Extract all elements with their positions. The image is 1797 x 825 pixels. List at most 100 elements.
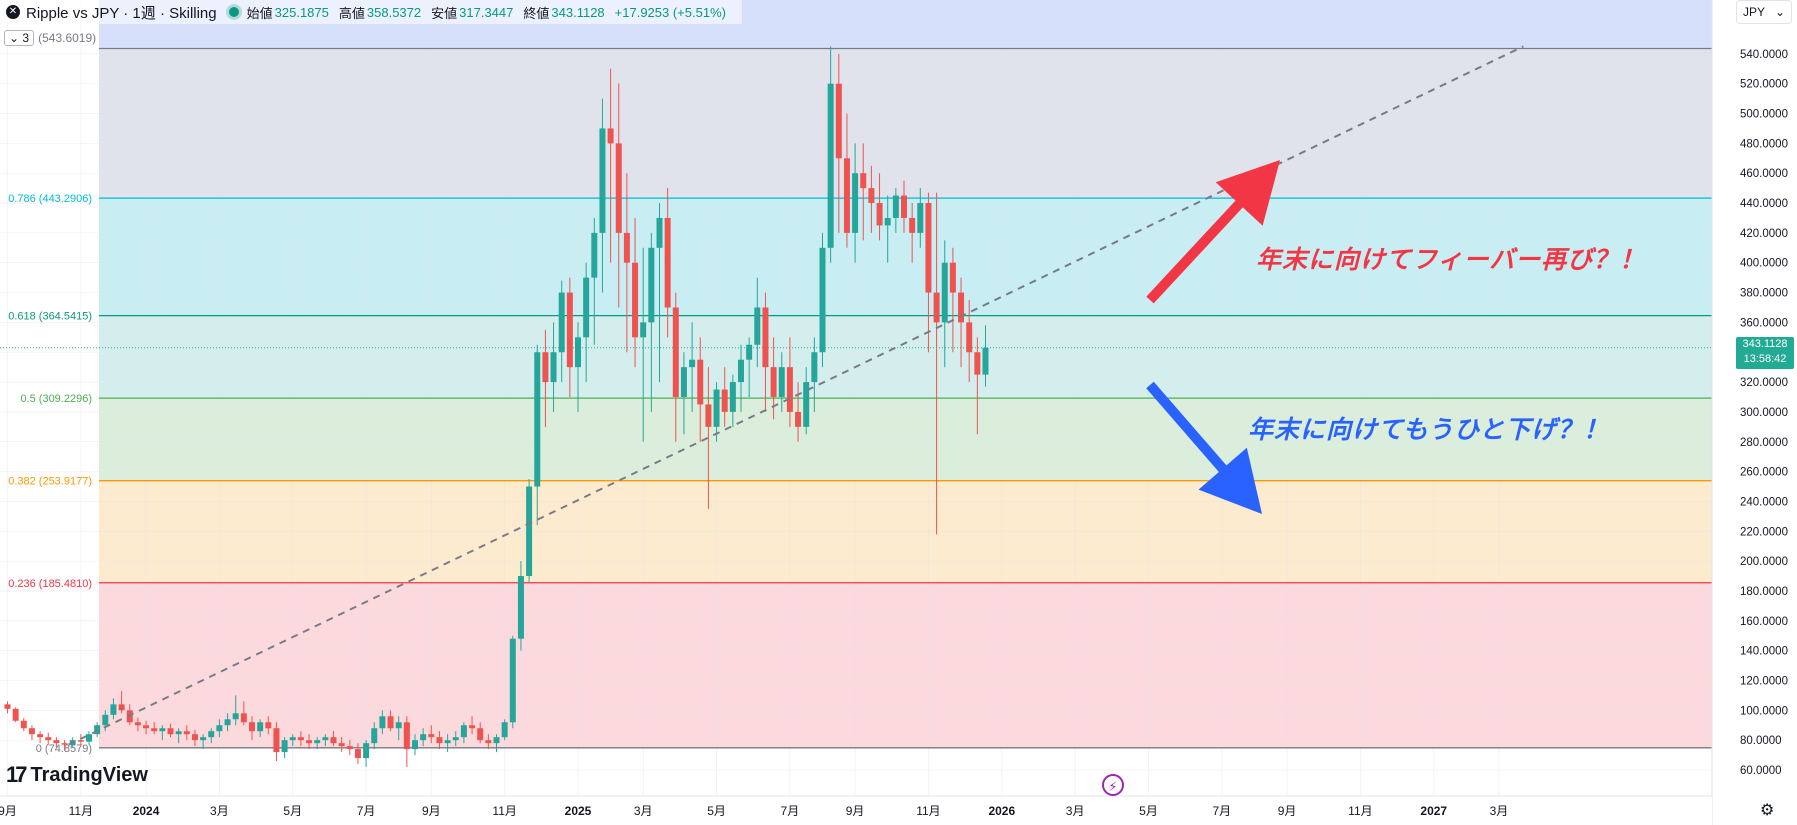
time-tick-label: 9月: [1278, 804, 1297, 818]
candle-body: [917, 203, 924, 233]
price-tick-label: 420.0000: [1740, 228, 1788, 240]
candle-body: [289, 737, 296, 741]
candle-body: [143, 725, 150, 729]
fib-band: [99, 315, 1712, 399]
time-tick-label: 2026: [988, 804, 1015, 818]
candle-body: [94, 725, 101, 735]
price-tick-label: 460.0000: [1740, 168, 1788, 180]
candle-body: [110, 704, 117, 715]
collapse-toggle[interactable]: ⌄ 3: [4, 30, 35, 46]
candle-body: [354, 749, 361, 759]
candle-body: [200, 737, 207, 741]
up-arrow-icon: [1146, 160, 1280, 304]
candle-body: [53, 740, 60, 744]
symbol-title[interactable]: Ripple vs JPY · 1週 · Skilling: [26, 4, 217, 22]
candle-body: [134, 722, 141, 726]
candle-body: [697, 359, 704, 405]
time-tick-label: 11月: [1348, 804, 1372, 818]
bearish-annotation[interactable]: 年末に向けてもうひと下げ？！: [1248, 416, 1610, 444]
open-label: 始値: [246, 5, 273, 21]
candle-body: [232, 713, 239, 720]
candle-body: [469, 725, 476, 729]
price-tick-label: 540.0000: [1740, 49, 1788, 61]
candle-body: [428, 734, 435, 738]
fibonacci-bands: [99, 0, 1712, 748]
time-tick-label: 5月: [707, 804, 726, 818]
candle-body: [672, 307, 679, 397]
candle-body: [705, 404, 712, 427]
time-tick-label: 11月: [492, 804, 516, 818]
close-label: 終値: [523, 5, 550, 21]
candle-body: [876, 203, 883, 226]
candle-body: [517, 576, 524, 639]
candle-body: [542, 352, 549, 383]
low-value: 317.3447: [459, 4, 514, 20]
candle-body: [240, 713, 247, 723]
candle-body: [868, 188, 875, 204]
currency-selector[interactable]: JPY ⌄: [1736, 0, 1792, 24]
time-tick-label: 3月: [1490, 804, 1509, 818]
candle-body: [632, 262, 639, 338]
candle-body: [444, 740, 451, 744]
candle-body: [477, 728, 484, 741]
candle-body: [852, 173, 859, 233]
candle-body: [216, 725, 223, 732]
time-tick-label: 2025: [565, 804, 592, 818]
fib-level-label: 0.382 (253.9177): [8, 476, 92, 488]
brand-name: TradingView: [30, 763, 148, 786]
bullish-annotation[interactable]: 年末に向けてフィーバー再び？！: [1256, 246, 1646, 274]
market-status-icon: [228, 7, 239, 17]
high-label: 高値: [338, 5, 365, 21]
candle-body: [656, 217, 663, 248]
fib-level-label: 0.5 (309.2296): [20, 393, 92, 405]
candle-body: [403, 722, 410, 750]
tradingview-logo[interactable]: 17 TradingView: [6, 762, 148, 788]
candle-body: [623, 232, 630, 263]
time-axis-bg: [0, 796, 1712, 825]
candle-body: [509, 638, 516, 723]
dashed-trend-line: [68, 45, 1524, 746]
time-tick-label: 2024: [133, 804, 160, 818]
candle-body: [387, 716, 394, 729]
candle-body: [884, 217, 891, 226]
time-tick-label: 9月: [846, 804, 865, 818]
price-axis: 60.0000 80.0000 100.0000 120.0000 140.0000 16…: [1711, 0, 1797, 825]
candle-body: [615, 143, 622, 233]
price-tick-label: 80.0000: [1740, 735, 1782, 747]
fib-band: [99, 582, 1712, 748]
candle-body: [167, 728, 174, 735]
gear-icon[interactable]: ⚙: [1760, 802, 1775, 819]
bar-countdown: 13:58:42: [1743, 353, 1787, 365]
last-price-tag: 343.1128 13:58:42: [1736, 337, 1794, 369]
time-tick-label: 7月: [781, 804, 800, 818]
fib-level-label: 0 (74.8579): [36, 743, 92, 755]
chevron-down-icon: ⌄: [9, 31, 20, 45]
price-tick-label: 200.0000: [1740, 556, 1788, 568]
price-tick-label: 240.0000: [1740, 496, 1788, 508]
price-tick-label: 400.0000: [1740, 258, 1788, 270]
candle-body: [420, 734, 427, 741]
annotation-arrows: [1146, 160, 1280, 514]
indicator-collapse[interactable]: ⌄ 3 (543.6019): [4, 28, 96, 48]
price-tick-label: 300.0000: [1740, 407, 1788, 419]
price-tick-label: 260.0000: [1740, 467, 1788, 479]
candle-body: [746, 344, 753, 360]
candle-body: [640, 322, 647, 338]
candle-body: [949, 262, 956, 293]
candle-body: [550, 352, 557, 383]
lightning-icon[interactable]: ⚡: [1102, 774, 1124, 796]
candle-body: [835, 83, 842, 159]
time-tick-label: 3月: [210, 804, 229, 818]
candle-body: [28, 728, 35, 735]
candle-body: [191, 734, 198, 741]
candle-body: [273, 728, 280, 753]
candle-body: [265, 722, 272, 729]
candle-body: [607, 128, 614, 144]
price-tick-label: 180.0000: [1740, 586, 1788, 598]
candle-body: [249, 722, 255, 732]
price-tick-label: 360.0000: [1740, 317, 1788, 329]
candlesticks: [4, 46, 989, 768]
candle-body: [379, 716, 386, 729]
time-tick-label: 5月: [283, 804, 302, 818]
